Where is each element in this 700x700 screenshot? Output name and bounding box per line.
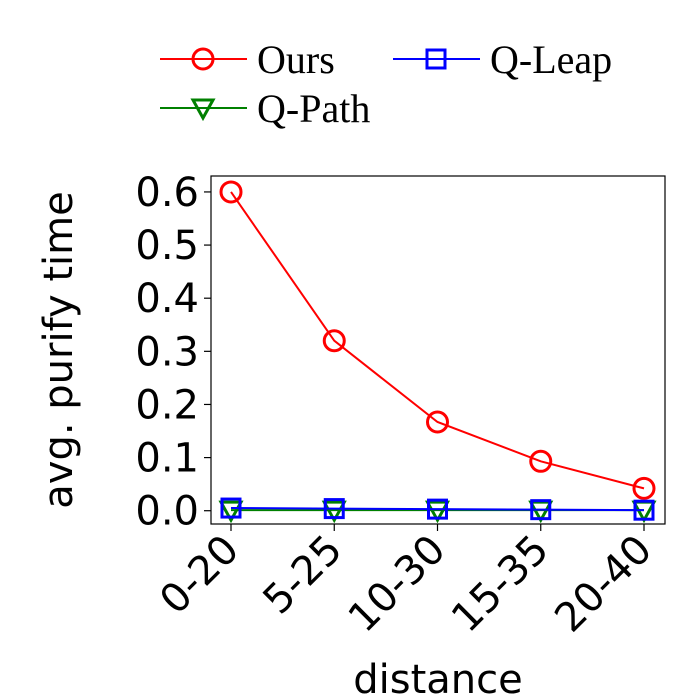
legend-marker xyxy=(191,47,215,71)
y-axis-label: avg. purify time xyxy=(36,191,82,508)
x-tick-label: 0-20 xyxy=(151,527,248,624)
y-tick-label: 0.3 xyxy=(135,329,199,375)
data-point-marker xyxy=(322,329,346,353)
series-q-leap xyxy=(220,497,655,521)
legend-marker xyxy=(190,98,216,122)
series-line xyxy=(230,191,645,490)
data-point-marker xyxy=(632,476,656,500)
legend-label: Q-Path xyxy=(257,86,370,131)
data-point-marker xyxy=(426,410,449,434)
legend: Ours Q-Leap Q-Path xyxy=(160,37,612,131)
x-tick-label: 5-25 xyxy=(255,527,352,624)
legend-marker xyxy=(425,48,447,70)
legend-item: Q-Path xyxy=(160,86,370,131)
data-point-marker xyxy=(321,500,347,524)
legend-label: Ours xyxy=(257,37,335,82)
plot-area-frame xyxy=(210,175,666,525)
data-point-marker xyxy=(633,499,655,521)
data-point-marker xyxy=(631,500,657,524)
legend-item: Q-Leap xyxy=(393,37,612,82)
legend-item: Ours xyxy=(160,37,335,82)
series-line xyxy=(230,507,645,512)
y-tick-label: 0.6 xyxy=(135,170,199,216)
data-point-marker xyxy=(218,500,244,524)
x-tick-label: 15-35 xyxy=(443,527,558,642)
x-tick-label: 10-30 xyxy=(340,527,455,642)
data-point-marker xyxy=(530,499,552,521)
data-point-marker xyxy=(529,449,553,473)
y-tick-label: 0.4 xyxy=(135,276,199,322)
data-point-marker xyxy=(528,500,554,524)
data-point-marker xyxy=(323,498,345,520)
y-tick-label: 0.0 xyxy=(135,489,199,535)
data-point-marker xyxy=(427,498,448,520)
data-point-marker xyxy=(220,497,242,519)
x-tick-label: 20-40 xyxy=(546,527,661,642)
data-point-marker xyxy=(219,180,243,204)
y-tick-label: 0.2 xyxy=(135,382,199,428)
legend-label: Q-Leap xyxy=(490,37,612,82)
series-layer xyxy=(218,180,657,524)
y-tick-label: 0.1 xyxy=(135,436,199,482)
series-ours xyxy=(219,180,656,500)
y-tick-label: 0.5 xyxy=(135,223,199,269)
x-axis-label: distance xyxy=(353,657,523,700)
data-point-marker xyxy=(424,500,451,524)
y-axis: 0.0 0.1 0.2 0.3 0.4 0.5 0.6 xyxy=(135,170,211,535)
